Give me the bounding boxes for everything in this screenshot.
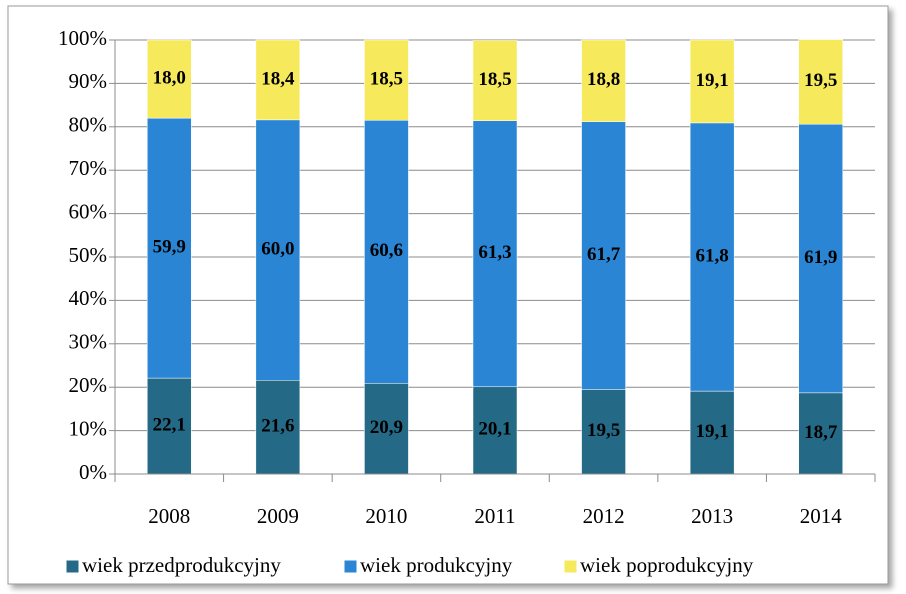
data-label: 18,7 [804,422,838,443]
x-tick-label: 2013 [691,504,733,528]
bar-segment [581,389,626,475]
bar-segment [798,392,843,475]
x-tick-label: 2014 [800,504,843,528]
data-label: 60,6 [370,240,403,261]
data-label: 18,4 [261,68,295,89]
legend-swatch [563,559,578,574]
data-label: 19,5 [587,420,620,441]
data-label: 18,0 [153,67,186,88]
data-label: 19,1 [696,421,729,442]
bar-segment [147,377,192,475]
y-tick-label: 40% [69,286,108,310]
bar-segment [689,122,735,392]
y-tick-label: 60% [69,199,108,223]
legend-swatch [343,559,358,574]
y-tick-label: 90% [69,69,108,93]
y-tick-label: 20% [69,373,108,397]
data-label: 59,9 [153,236,186,257]
y-tick-label: 80% [69,113,108,137]
bar-segment [472,40,518,121]
data-label: 61,8 [696,245,729,266]
legend-label: wiek produkcyjny [360,553,513,577]
y-tick-label: 10% [69,416,108,440]
data-label: 18,5 [370,69,403,90]
bar-segment [472,386,518,475]
bar-segment [255,380,301,475]
bar-segment [364,120,409,384]
y-tick-label: 0% [79,460,107,484]
y-tick-label: 70% [69,156,108,180]
x-tick-label: 2009 [257,504,299,528]
data-label: 61,7 [587,244,621,265]
bar-segment [689,39,735,124]
data-label: 61,9 [804,247,837,268]
legend-label: wiek poprodukcyjny [580,553,754,577]
bar-segment [581,121,626,390]
bar-segment [581,39,626,122]
bar-segment [798,123,843,394]
data-label: 20,1 [478,419,511,440]
data-label: 20,9 [370,417,403,438]
x-tick-label: 2011 [474,504,515,528]
data-label: 19,1 [696,70,729,91]
bar-segment [147,39,192,119]
data-label: 60,0 [261,238,294,259]
legend-label: wiek przedprodukcyjny [82,553,281,577]
data-label: 22,1 [153,414,186,435]
legend-swatch [65,559,80,574]
bar-segment [798,39,843,125]
data-label: 21,6 [261,415,294,436]
bar-segment [255,39,301,121]
y-tick-label: 100% [58,26,107,50]
bar-segment [255,119,301,381]
data-label: 61,3 [478,242,511,263]
chart-frame [7,5,889,585]
bar-segment [472,120,518,388]
x-tick-label: 2010 [365,504,407,528]
bar-segment [364,383,409,475]
bar-segment [147,117,192,379]
data-label: 19,5 [804,70,837,91]
y-tick-label: 50% [69,243,108,267]
y-tick-label: 30% [69,330,108,354]
bar-segment [364,39,409,121]
x-tick-label: 2012 [583,504,625,528]
x-tick-label: 2008 [148,504,190,528]
data-label: 18,5 [478,69,511,90]
data-label: 18,8 [587,69,620,90]
bar-segment [689,390,735,475]
